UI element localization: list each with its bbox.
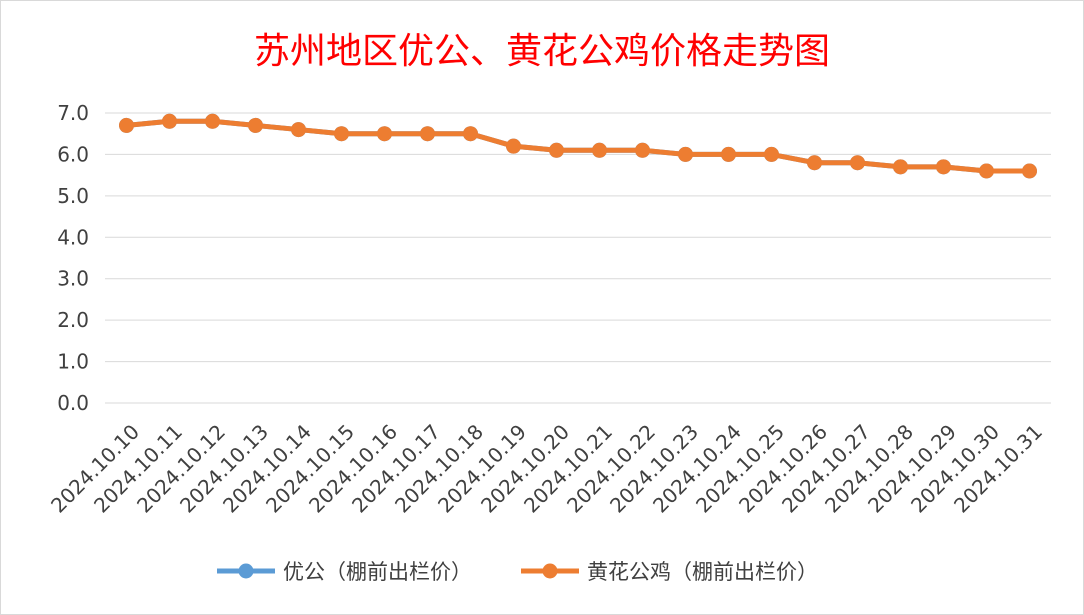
y-tick-label: 6.0 bbox=[57, 142, 89, 166]
y-tick-label: 3.0 bbox=[57, 267, 89, 291]
y-tick-label: 5.0 bbox=[57, 184, 89, 208]
data-point bbox=[549, 142, 564, 158]
legend-label: 优公（棚前出栏价） bbox=[283, 560, 472, 584]
data-point bbox=[936, 159, 951, 175]
gridlines bbox=[105, 112, 1051, 404]
legend-label: 黄花公鸡（棚前出栏价） bbox=[587, 560, 818, 584]
y-tick-label: 2.0 bbox=[57, 308, 89, 332]
data-point bbox=[678, 146, 693, 162]
data-point bbox=[420, 126, 435, 142]
y-axis-ticks: 0.0 1.0 2.0 3.0 4.0 5.0 6.0 7.0 bbox=[57, 101, 89, 415]
data-point bbox=[850, 155, 865, 171]
data-point bbox=[377, 126, 392, 142]
y-tick-label: 4.0 bbox=[57, 225, 89, 249]
data-point bbox=[635, 142, 650, 158]
data-point bbox=[119, 117, 134, 133]
legend-dot-marker bbox=[542, 563, 558, 579]
data-point bbox=[764, 146, 779, 162]
y-tick-label: 0.0 bbox=[57, 391, 89, 415]
legend: 优公（棚前出栏价） 黄花公鸡（棚前出栏价） bbox=[217, 560, 818, 584]
data-point bbox=[463, 126, 478, 142]
data-point bbox=[721, 146, 736, 162]
legend-item: 优公（棚前出栏价） bbox=[217, 560, 472, 584]
data-point bbox=[248, 117, 263, 133]
legend-dot-marker bbox=[238, 563, 254, 579]
data-point bbox=[1022, 163, 1037, 179]
data-point bbox=[592, 142, 607, 158]
y-tick-label: 1.0 bbox=[57, 350, 89, 374]
data-point bbox=[807, 155, 822, 171]
data-point bbox=[979, 163, 994, 179]
data-point bbox=[291, 122, 306, 138]
y-tick-label: 7.0 bbox=[57, 101, 89, 125]
legend-item: 黄花公鸡（棚前出栏价） bbox=[521, 560, 818, 584]
data-point bbox=[506, 138, 521, 154]
data-point bbox=[162, 113, 177, 129]
data-point bbox=[893, 159, 908, 175]
series-lines bbox=[119, 113, 1037, 179]
series-1 bbox=[119, 113, 1037, 179]
data-point bbox=[334, 126, 349, 142]
x-axis-ticks: 2024.10.102024.10.112024.10.122024.10.13… bbox=[46, 420, 1047, 518]
series-line bbox=[126, 118, 1030, 174]
chart-title: 苏州地区优公、黄花公鸡价格走势图 bbox=[254, 31, 830, 72]
data-point bbox=[205, 113, 220, 129]
